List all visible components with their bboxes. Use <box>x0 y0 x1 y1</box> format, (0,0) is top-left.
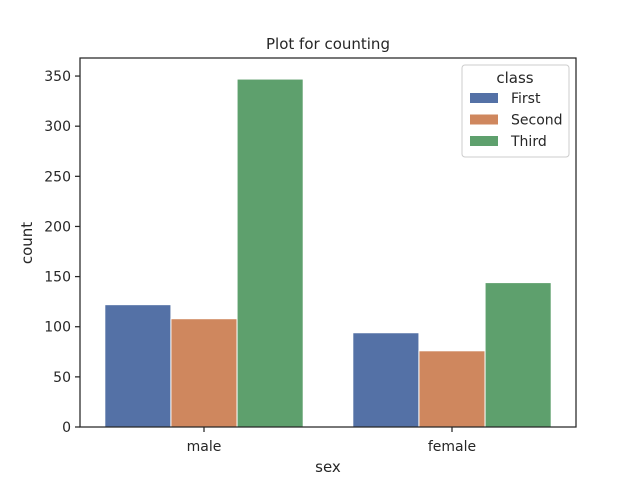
y-axis: 0 50 100 150 200 250 300 350 <box>44 69 80 436</box>
legend: class First Second Third <box>461 64 570 158</box>
bar-male-first <box>104 304 172 428</box>
bar-female-first <box>352 332 420 428</box>
bar-female-second <box>418 350 486 428</box>
legend-label-first: First <box>511 91 541 107</box>
bar-female-third <box>484 282 552 428</box>
bars-group <box>104 78 552 428</box>
x-tick-label: female <box>428 439 476 455</box>
legend-label-third: Third <box>510 134 547 150</box>
y-axis-label: count <box>18 222 36 264</box>
legend-title: class <box>496 69 533 87</box>
legend-swatch-second <box>470 114 498 125</box>
legend-label-second: Second <box>511 113 563 129</box>
bar-male-second <box>170 318 238 428</box>
y-tick-label: 100 <box>44 320 71 336</box>
y-tick-label: 300 <box>44 119 71 135</box>
x-axis-label: sex <box>315 458 341 476</box>
y-tick-label: 150 <box>44 270 71 286</box>
legend-swatch-first <box>470 93 498 103</box>
bar-male-third <box>236 78 304 428</box>
chart-title: Plot for counting <box>266 35 390 53</box>
y-tick-label: 50 <box>53 370 71 386</box>
legend-frame <box>461 64 570 158</box>
y-tick-label: 250 <box>44 169 71 185</box>
legend-swatch-third <box>470 136 498 146</box>
y-tick-label: 0 <box>62 420 71 436</box>
y-tick-label: 350 <box>44 69 71 85</box>
plot-frame <box>79 57 577 428</box>
x-axis: male female <box>187 427 476 455</box>
y-tick-label: 200 <box>44 219 71 235</box>
x-tick-label: male <box>187 439 222 455</box>
